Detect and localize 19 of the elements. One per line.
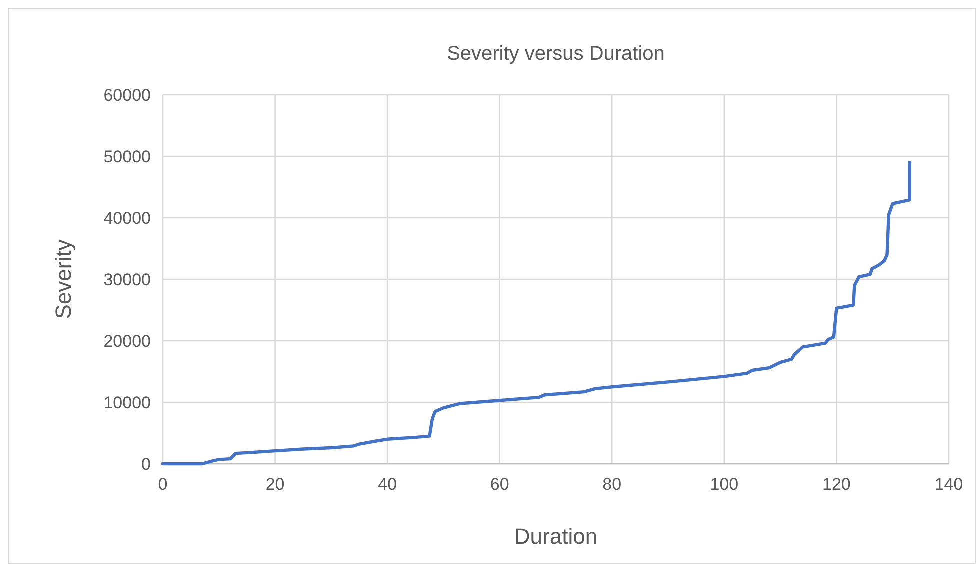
chart-title: Severity versus Duration — [447, 43, 665, 65]
x-tick-label: 60 — [490, 475, 510, 494]
y-tick-label: 0 — [142, 454, 151, 474]
x-tick-label: 40 — [378, 475, 398, 494]
line-series — [161, 161, 912, 466]
x-tick-label: 20 — [266, 475, 285, 494]
y-tick-label: 40000 — [104, 208, 151, 228]
x-axis-title: Duration — [514, 524, 598, 549]
x-tick-label: 100 — [710, 475, 739, 494]
y-tick-label: 50000 — [104, 147, 151, 166]
x-tick-label: 140 — [934, 475, 964, 494]
y-axis-title: Severity — [51, 240, 76, 320]
x-tick-label: 0 — [158, 475, 168, 494]
y-tick-label: 20000 — [104, 332, 151, 351]
y-tick-label: 10000 — [104, 393, 151, 412]
x-tick-label: 80 — [602, 475, 622, 494]
y-tick-label: 60000 — [104, 86, 151, 105]
y-tick-label: 30000 — [104, 270, 151, 290]
x-tick-label: 120 — [822, 475, 851, 494]
